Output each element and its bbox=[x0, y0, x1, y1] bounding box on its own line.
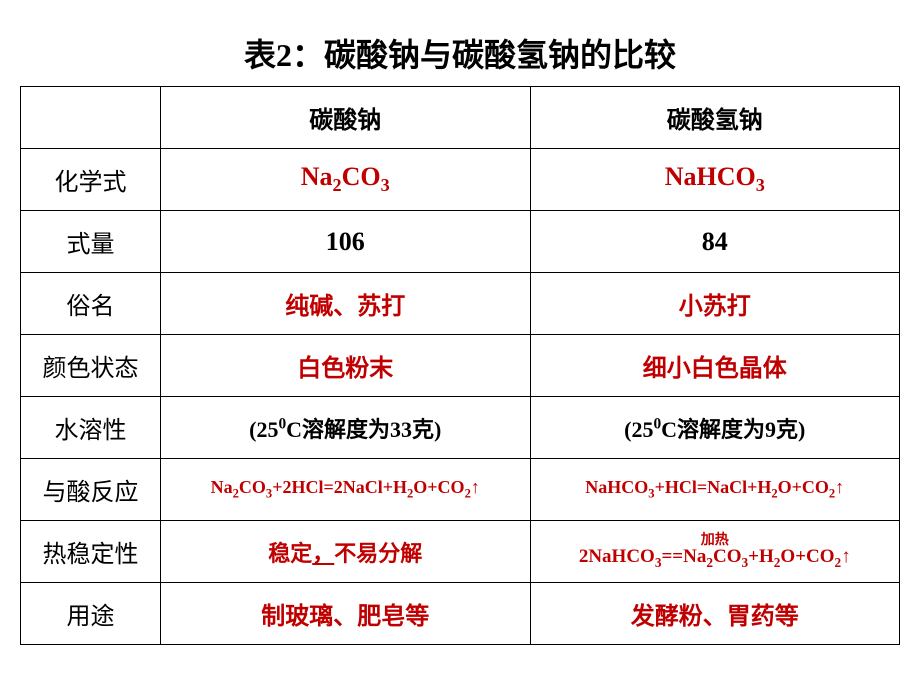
header-blank bbox=[21, 87, 161, 149]
row-label: 水溶性 bbox=[21, 397, 161, 459]
row-label: 式量 bbox=[21, 211, 161, 273]
cell-solubility-a: (250C溶解度为33克) bbox=[161, 397, 531, 459]
thermal-a-mid: ， bbox=[312, 541, 334, 566]
row-label: 热稳定性 bbox=[21, 521, 161, 583]
cell-nickname-b: 小苏打 bbox=[530, 273, 900, 335]
row-label: 化学式 bbox=[21, 149, 161, 211]
comparison-table: 碳酸钠 碳酸氢钠 化学式 Na2CO3 NaHCO3 式量 106 84 俗名 … bbox=[20, 86, 900, 645]
cell-state-b: 细小白色晶体 bbox=[530, 335, 900, 397]
cell-formula-b: NaHCO3 bbox=[530, 149, 900, 211]
row-label: 颜色状态 bbox=[21, 335, 161, 397]
cell-thermal-b: 加热 2NaHCO3==Na2CO3+H2O+CO2↑ bbox=[530, 521, 900, 583]
thermal-a-pre: 稳定 bbox=[268, 541, 312, 566]
row-formula: 化学式 Na2CO3 NaHCO3 bbox=[21, 149, 900, 211]
row-label: 俗名 bbox=[21, 273, 161, 335]
row-acid: 与酸反应 Na2CO3+2HCl=2NaCl+H2O+CO2↑ NaHCO3+H… bbox=[21, 459, 900, 521]
thermal-a-post: 不易分解 bbox=[334, 541, 422, 566]
header-col-a: 碳酸钠 bbox=[161, 87, 531, 149]
row-thermal: 热稳定性 稳定，不易分解 加热 2NaHCO3==Na2CO3+H2O+CO2↑ bbox=[21, 521, 900, 583]
header-col-b: 碳酸氢钠 bbox=[530, 87, 900, 149]
thermal-b-annotation: 加热 bbox=[701, 532, 729, 547]
cell-usage-b: 发酵粉、胃药等 bbox=[530, 583, 900, 645]
cell-mass-b: 84 bbox=[530, 211, 900, 273]
table-header-row: 碳酸钠 碳酸氢钠 bbox=[21, 87, 900, 149]
row-mass: 式量 106 84 bbox=[21, 211, 900, 273]
row-label: 用途 bbox=[21, 583, 161, 645]
cell-state-a: 白色粉末 bbox=[161, 335, 531, 397]
cell-solubility-b: (250C溶解度为9克) bbox=[530, 397, 900, 459]
cell-acid-b: NaHCO3+HCl=NaCl+H2O+CO2↑ bbox=[530, 459, 900, 521]
row-nickname: 俗名 纯碱、苏打 小苏打 bbox=[21, 273, 900, 335]
cell-formula-a: Na2CO3 bbox=[161, 149, 531, 211]
cell-usage-a: 制玻璃、肥皂等 bbox=[161, 583, 531, 645]
row-solubility: 水溶性 (250C溶解度为33克) (250C溶解度为9克) bbox=[21, 397, 900, 459]
slide: 表2：碳酸钠与碳酸氢钠的比较 碳酸钠 碳酸氢钠 化学式 Na2CO3 NaHCO… bbox=[0, 0, 920, 690]
slide-title: 表2：碳酸钠与碳酸氢钠的比较 bbox=[20, 30, 900, 76]
row-state: 颜色状态 白色粉末 细小白色晶体 bbox=[21, 335, 900, 397]
cell-nickname-a: 纯碱、苏打 bbox=[161, 273, 531, 335]
cell-mass-a: 106 bbox=[161, 211, 531, 273]
cell-thermal-a: 稳定，不易分解 bbox=[161, 521, 531, 583]
row-usage: 用途 制玻璃、肥皂等 发酵粉、胃药等 bbox=[21, 583, 900, 645]
row-label: 与酸反应 bbox=[21, 459, 161, 521]
thermal-b-equation: 2NaHCO3==Na2CO3+H2O+CO2↑ bbox=[579, 547, 851, 570]
cell-acid-a: Na2CO3+2HCl=2NaCl+H2O+CO2↑ bbox=[161, 459, 531, 521]
